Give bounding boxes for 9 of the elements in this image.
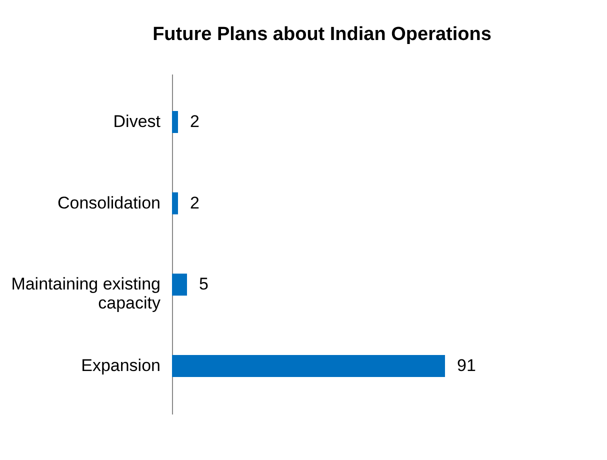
y-tick-label: Divest [113, 112, 161, 131]
y-tick-label: Expansion [81, 356, 160, 376]
data-label: 2 [190, 112, 200, 131]
data-label: 5 [199, 274, 208, 294]
y-tick-label: Consolidation [57, 193, 160, 212]
y-tick-label: Maintaining existing capacity [11, 274, 161, 313]
chart-title: Future Plans about Indian Operations [152, 24, 492, 45]
data-label: 2 [190, 193, 200, 212]
data-label: 91 [457, 356, 476, 376]
